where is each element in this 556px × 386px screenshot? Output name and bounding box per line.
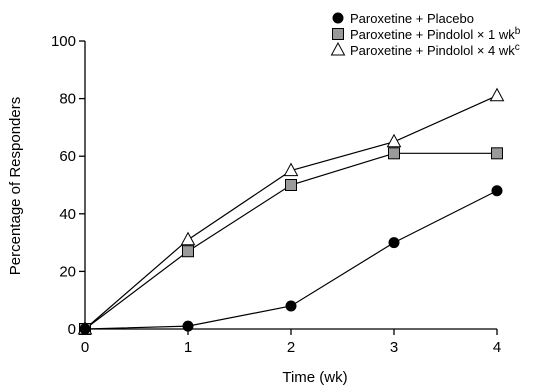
legend-label-text: Paroxetine + Placebo (350, 11, 474, 26)
y-axis-title: Percentage of Responders (7, 97, 24, 275)
legend-label-text: Paroxetine + Pindolol × 1 wk (350, 27, 515, 42)
legend-marker-0 (332, 12, 344, 24)
data-point-series-0 (491, 185, 503, 197)
data-point-series-2 (386, 133, 402, 148)
data-point-series-0 (79, 323, 91, 335)
y-tick-label: 60 (59, 148, 76, 165)
data-point-series-2 (489, 87, 505, 102)
legend-superscript: c (515, 42, 520, 53)
legend-label-2: Paroxetine + Pindolol × 4 wkc (350, 42, 520, 58)
data-point-series-0 (182, 320, 194, 332)
data-point-series-0 (285, 300, 297, 312)
y-tick-label: 40 (59, 206, 76, 223)
legend-label-0: Paroxetine + Placebo (350, 11, 474, 26)
legend-marker-2 (330, 41, 346, 56)
data-point-series-0 (388, 237, 400, 249)
x-tick-label: 4 (493, 339, 501, 356)
x-tick-label: 3 (390, 339, 398, 356)
x-tick-label: 0 (81, 339, 89, 356)
x-tick-label: 2 (287, 339, 295, 356)
data-point-series-1 (491, 147, 503, 160)
legend-label-text: Paroxetine + Pindolol × 4 wk (350, 43, 515, 58)
x-axis-title: Time (wk) (282, 369, 347, 386)
ticks: 0 20 40 60 80 100 0 1 2 3 4 (51, 33, 501, 356)
legend-label-1: Paroxetine + Pindolol × 1 wkb (350, 26, 521, 42)
y-tick-label: 80 (59, 91, 76, 108)
data-point-series-1 (182, 245, 194, 258)
y-tick-label: 20 (59, 263, 76, 280)
x-tick-label: 1 (184, 339, 192, 356)
y-tick-label: 0 (68, 321, 76, 338)
y-tick-label: 100 (51, 33, 76, 50)
data-point-series-1 (285, 179, 297, 191)
data-point-series-1 (388, 147, 400, 160)
data-point-series-2 (283, 162, 299, 177)
legend-superscript: b (515, 26, 521, 37)
data-point-series-2 (180, 231, 196, 246)
series-markers (77, 87, 505, 335)
series-line-2 (84, 95, 498, 330)
legend-marker-1 (332, 28, 344, 40)
series-lines (84, 95, 498, 330)
